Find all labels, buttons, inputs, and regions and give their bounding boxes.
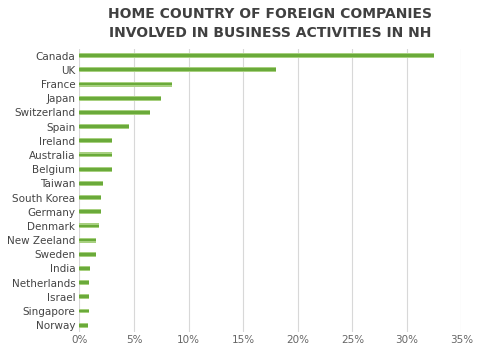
- Bar: [80, 111, 150, 114]
- Bar: [80, 96, 161, 101]
- Bar: [80, 310, 89, 312]
- Bar: [80, 139, 112, 142]
- Bar: [80, 239, 96, 241]
- Bar: [80, 82, 172, 87]
- Bar: [80, 195, 101, 200]
- Bar: [80, 238, 96, 243]
- Bar: [80, 324, 88, 327]
- Bar: [80, 168, 112, 170]
- Bar: [80, 138, 112, 143]
- Bar: [80, 266, 90, 271]
- Bar: [80, 323, 88, 328]
- Title: HOME COUNTRY OF FOREIGN COMPANIES
INVOLVED IN BUSINESS ACTIVITIES IN NH: HOME COUNTRY OF FOREIGN COMPANIES INVOLV…: [108, 7, 432, 40]
- Bar: [80, 153, 112, 156]
- Bar: [80, 253, 96, 256]
- Bar: [80, 280, 89, 285]
- Bar: [80, 54, 434, 57]
- Bar: [80, 196, 101, 199]
- Bar: [80, 110, 150, 115]
- Bar: [80, 166, 112, 172]
- Bar: [80, 225, 99, 227]
- Bar: [80, 182, 104, 185]
- Bar: [80, 181, 104, 186]
- Bar: [80, 308, 89, 314]
- Bar: [80, 53, 434, 58]
- Bar: [80, 69, 276, 71]
- Bar: [80, 209, 101, 214]
- Bar: [80, 267, 90, 270]
- Bar: [80, 294, 89, 299]
- Bar: [80, 97, 161, 100]
- Bar: [80, 210, 101, 213]
- Bar: [80, 124, 129, 129]
- Bar: [80, 281, 89, 284]
- Bar: [80, 67, 276, 72]
- Bar: [80, 295, 89, 298]
- Bar: [80, 252, 96, 257]
- Bar: [80, 83, 172, 86]
- Bar: [80, 125, 129, 128]
- Bar: [80, 152, 112, 157]
- Bar: [80, 224, 99, 228]
